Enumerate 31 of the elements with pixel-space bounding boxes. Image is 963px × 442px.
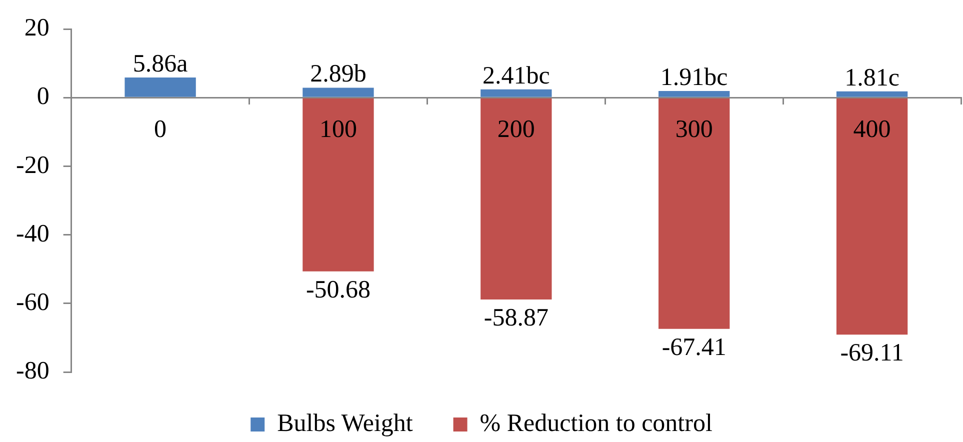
- data-label: 2.89b: [310, 60, 366, 88]
- bar: [658, 91, 730, 97]
- x-tick-label: 300: [675, 116, 713, 144]
- y-tick-label: 0: [36, 83, 50, 110]
- bar: [658, 98, 730, 329]
- y-tick-label: -60: [16, 288, 50, 316]
- data-label: 1.81c: [844, 64, 900, 92]
- data-label: -67.41: [662, 334, 726, 361]
- data-label: 1.91bc: [660, 64, 728, 92]
- legend-label: % Reduction to control: [480, 410, 712, 438]
- y-tick-label: -40: [16, 220, 50, 248]
- x-tick-label: 100: [319, 116, 357, 144]
- y-tick-label: -20: [16, 152, 50, 179]
- bar: [836, 98, 908, 335]
- bar: [836, 91, 908, 97]
- bar: [480, 98, 552, 300]
- x-tick-label: 0: [154, 116, 167, 144]
- data-label: -69.11: [840, 340, 904, 367]
- bar: [302, 98, 374, 272]
- data-label: 2.41bc: [482, 62, 550, 90]
- bar: [124, 78, 196, 97]
- x-tick-label: 200: [497, 116, 535, 144]
- data-label: -50.68: [306, 276, 371, 304]
- legend-label: Bulbs Weight: [277, 410, 413, 438]
- bar: [480, 89, 552, 97]
- y-tick-label: -80: [16, 358, 50, 385]
- x-tick-label: 400: [853, 116, 891, 144]
- data-label: 5.86a: [132, 50, 188, 78]
- data-label: -58.87: [484, 304, 548, 332]
- bar: [302, 88, 374, 97]
- y-tick-label: 20: [24, 14, 50, 42]
